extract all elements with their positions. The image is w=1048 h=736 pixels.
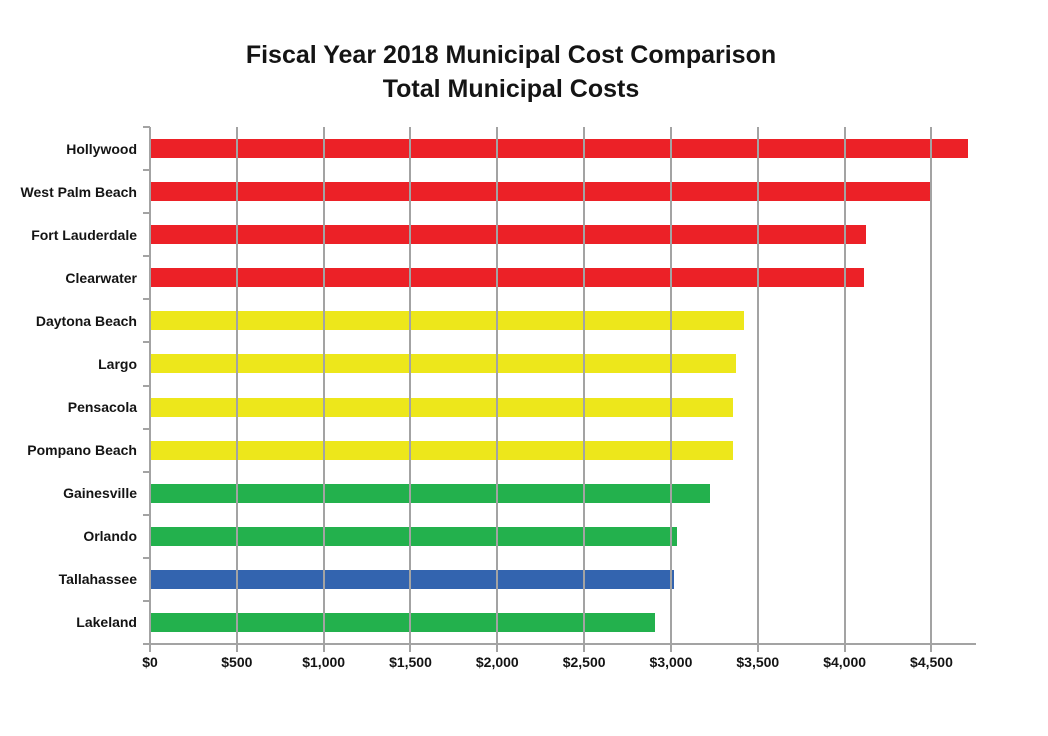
- y-axis-label-pompano-beach: Pompano Beach: [27, 442, 137, 459]
- y-axis-label-largo: Largo: [98, 355, 137, 372]
- y-axis-tick: [143, 384, 150, 387]
- plot-area: [143, 126, 974, 652]
- x-axis-tick-label: $2,500: [562, 654, 606, 670]
- y-axis-label-clearwater: Clearwater: [65, 269, 137, 286]
- bar-clearwater: [150, 268, 864, 288]
- bar-lakeland: [150, 612, 656, 632]
- y-axis-label-gainesville: Gainesville: [63, 485, 137, 502]
- y-axis-label-tallahassee: Tallahassee: [58, 571, 137, 588]
- bar-fort-lauderdale: [150, 225, 867, 245]
- bar-daytona-beach: [150, 311, 744, 331]
- chart-title-block: Fiscal Year 2018 Municipal Cost Comparis…: [0, 38, 1022, 106]
- chart-subtitle: Total Municipal Costs: [382, 75, 640, 103]
- y-axis-tick: [143, 513, 150, 516]
- y-axis-tick: [143, 556, 150, 559]
- gridline: [930, 127, 933, 652]
- bar-west-palm-beach: [150, 182, 930, 202]
- x-axis-tick-label: $1,500: [389, 654, 432, 670]
- x-axis-tick-label: $4,000: [823, 654, 867, 670]
- x-axis-line: [150, 643, 976, 645]
- gridline: [409, 127, 412, 652]
- y-axis-tick: [143, 470, 150, 473]
- bar-tallahassee: [150, 569, 675, 589]
- y-axis-label-west-palm-beach: West Palm Beach: [20, 183, 137, 200]
- y-axis-label-hollywood: Hollywood: [66, 140, 137, 157]
- y-axis-label-orlando: Orlando: [83, 528, 137, 545]
- bar-pensacola: [150, 397, 734, 417]
- x-axis-tick-label: $3,000: [649, 654, 693, 670]
- gridline: [235, 127, 238, 652]
- bar-largo: [150, 354, 737, 374]
- y-axis-label-pensacola: Pensacola: [67, 399, 137, 415]
- x-axis-tick-label: $0: [142, 654, 158, 670]
- y-axis-tick: [143, 643, 150, 645]
- chart-title: Fiscal Year 2018 Municipal Cost Comparis…: [245, 41, 777, 69]
- gridline: [496, 127, 499, 652]
- y-axis-label-lakeland: Lakeland: [76, 614, 137, 631]
- x-axis-tick-label: $3,500: [736, 654, 780, 670]
- y-axis-line: [149, 127, 151, 652]
- gridline: [843, 127, 846, 652]
- y-axis-tick: [143, 255, 150, 258]
- x-axis-tick-label: $500: [221, 654, 253, 670]
- y-axis-tick: [143, 126, 150, 128]
- y-axis-tick: [143, 169, 150, 172]
- bar-pompano-beach: [150, 440, 733, 460]
- x-axis-tick-label: $4,500: [910, 654, 953, 670]
- y-axis-label-daytona-beach: Daytona Beach: [35, 312, 137, 329]
- y-axis-label-fort-lauderdale: Fort Lauderdale: [31, 226, 137, 243]
- gridline: [322, 127, 325, 652]
- y-axis-tick: [143, 341, 150, 344]
- gridline: [583, 127, 586, 652]
- x-axis-tick-label: $2,000: [475, 654, 519, 670]
- gridline: [756, 127, 759, 652]
- y-axis-tick: [143, 212, 150, 215]
- x-axis-tick-label: $1,000: [302, 654, 346, 670]
- y-axis-tick: [143, 298, 150, 301]
- bar-gainesville: [150, 483, 711, 503]
- y-axis-tick: [143, 427, 150, 430]
- bar-orlando: [150, 526, 678, 546]
- gridline: [669, 127, 672, 652]
- bar-hollywood: [150, 139, 968, 159]
- y-axis-tick: [143, 599, 150, 602]
